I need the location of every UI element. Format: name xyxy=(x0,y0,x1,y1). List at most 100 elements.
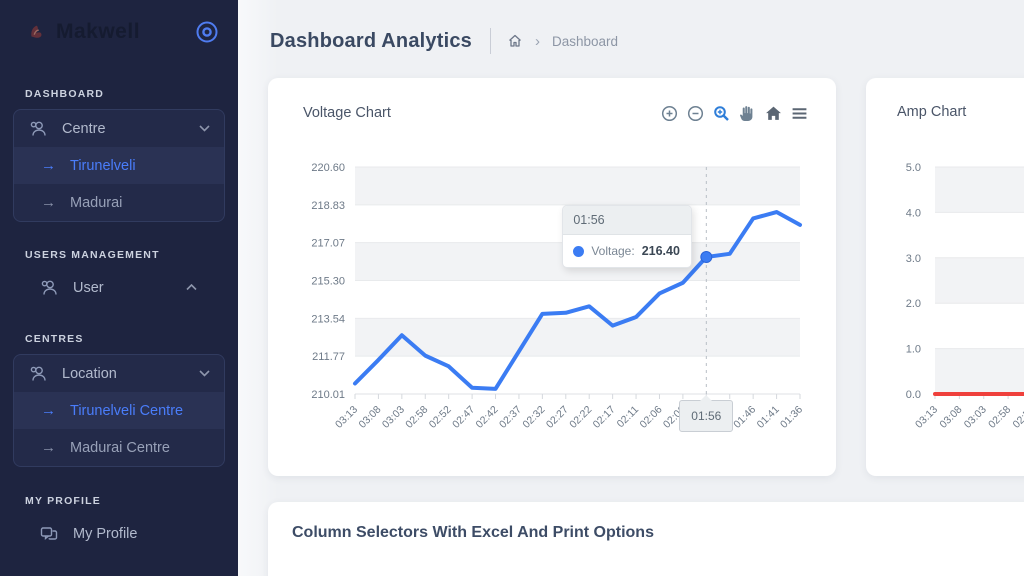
header-divider xyxy=(490,28,492,54)
nav-item-centre[interactable]: Centre xyxy=(14,110,224,147)
nav-item-label: Location xyxy=(62,365,117,382)
svg-text:03:13: 03:13 xyxy=(333,404,360,431)
svg-text:02:58: 02:58 xyxy=(403,404,430,431)
table-options-heading: Column Selectors With Excel And Print Op… xyxy=(292,524,654,541)
menu-icon[interactable] xyxy=(790,104,808,122)
breadcrumb-item-dashboard[interactable]: Dashboard xyxy=(552,33,619,49)
svg-text:5.0: 5.0 xyxy=(906,162,921,174)
svg-text:02:47: 02:47 xyxy=(450,404,477,431)
home-icon[interactable] xyxy=(507,33,523,49)
svg-text:217.07: 217.07 xyxy=(311,238,345,250)
breadcrumb-chevron-icon: › xyxy=(535,32,541,50)
svg-text:02:58: 02:58 xyxy=(986,404,1013,431)
svg-text:01:46: 01:46 xyxy=(731,404,758,431)
section-label-users-management: USERS MANAGEMENT xyxy=(25,249,160,261)
nav-item-tirunelveli[interactable]: → Tirunelveli xyxy=(14,147,224,184)
svg-text:02:06: 02:06 xyxy=(638,404,665,431)
arrow-right-icon: → xyxy=(41,402,56,419)
svg-text:02:42: 02:42 xyxy=(474,404,501,431)
nav-item-label: User xyxy=(73,279,104,296)
nav-item-tirunelveli-centre[interactable]: → Tirunelveli Centre xyxy=(14,392,224,429)
svg-text:211.77: 211.77 xyxy=(312,351,345,363)
logo-text: Makwell xyxy=(56,20,141,43)
target-icon xyxy=(196,21,218,43)
chart-toolbar xyxy=(660,104,808,122)
nav-item-my-profile[interactable]: My Profile xyxy=(13,515,225,552)
zoom-out-icon[interactable] xyxy=(686,104,704,122)
amp-chart-canvas[interactable]: 5.0 4.0 3.0 2.0 1.0 0.0 03:1303:0803:0302:5802… xyxy=(866,153,1024,463)
chat-bubbles-icon xyxy=(39,524,59,544)
breadcrumb: › Dashboard xyxy=(507,33,618,50)
svg-text:03:03: 03:03 xyxy=(962,404,989,431)
main-content: Dashboard Analytics › Dashboard Voltage … xyxy=(238,0,1024,576)
nav-item-madurai-centre[interactable]: → Madurai Centre xyxy=(14,429,224,466)
nav-item-madurai[interactable]: → Madurai xyxy=(14,184,224,221)
brand-icon xyxy=(26,22,46,42)
zoom-in-icon[interactable] xyxy=(660,104,678,122)
logo-link[interactable]: Makwell xyxy=(26,20,140,44)
amp-chart-card: Amp Chart 5.0 4.0 3.0 2.0 1.0 0.0 03:13 03:08 03… xyxy=(866,78,1024,476)
nav-item-label: Centre xyxy=(62,120,106,137)
nav-item-label: Tirunelveli Centre xyxy=(70,402,184,419)
svg-text:02:27: 02:27 xyxy=(544,404,571,431)
tooltip-time: 01:56 xyxy=(563,206,692,236)
svg-text:218.83: 218.83 xyxy=(311,200,345,212)
svg-text:03:08: 03:08 xyxy=(937,404,964,431)
svg-text:2.0: 2.0 xyxy=(906,298,921,310)
nav-item-location[interactable]: Location xyxy=(14,355,224,392)
svg-text:02:52: 02:52 xyxy=(1011,404,1024,431)
arrow-right-icon: → xyxy=(41,157,56,174)
svg-text:02:52: 02:52 xyxy=(427,404,454,431)
svg-text:01:36: 01:36 xyxy=(778,404,805,431)
nav-group-centre: Centre → Tirunelveli → Madurai xyxy=(13,109,225,222)
users-icon xyxy=(28,119,48,139)
svg-text:215.30: 215.30 xyxy=(311,276,345,288)
nav-item-user[interactable]: User xyxy=(13,269,225,306)
svg-text:3.0: 3.0 xyxy=(906,253,921,265)
home-reset-icon[interactable] xyxy=(764,104,782,122)
svg-text:03:08: 03:08 xyxy=(356,404,383,431)
svg-text:01:41: 01:41 xyxy=(755,404,782,431)
page-title: Dashboard Analytics xyxy=(270,29,473,52)
chevron-down-icon xyxy=(199,125,210,132)
voltage-chart-card: Voltage Chart 220.60 218.83 217.07 215.30 21… xyxy=(268,78,836,476)
chevron-up-icon xyxy=(186,284,197,291)
svg-text:220.60: 220.60 xyxy=(311,162,345,174)
chevron-down-icon xyxy=(199,370,210,377)
svg-text:210.01: 210.01 xyxy=(311,389,345,401)
svg-text:4.0: 4.0 xyxy=(906,207,921,219)
nav-item-label: Tirunelveli xyxy=(70,157,136,174)
tooltip-value: 216.40 xyxy=(641,244,680,259)
arrow-right-icon: → xyxy=(41,439,56,456)
amp-chart-title: Amp Chart xyxy=(897,104,967,120)
svg-text:213.54: 213.54 xyxy=(311,313,345,325)
svg-text:0.0: 0.0 xyxy=(906,389,921,401)
chart-tooltip: 01:56 Voltage: 216.40 xyxy=(562,205,693,269)
svg-text:02:22: 02:22 xyxy=(567,404,594,431)
selection-zoom-icon[interactable] xyxy=(712,104,730,122)
svg-text:1.0: 1.0 xyxy=(906,344,921,356)
section-label-my-profile: MY PROFILE xyxy=(25,495,101,507)
tooltip-series-label: Voltage: xyxy=(591,244,635,259)
users-icon xyxy=(39,278,59,298)
voltage-chart-canvas[interactable]: 220.60 218.83 217.07 215.30 213.54 211.77 210.… xyxy=(268,153,836,463)
nav-item-label: My Profile xyxy=(73,525,138,542)
sidebar-logo-bar: Makwell xyxy=(0,0,238,64)
section-label-centres: CENTRES xyxy=(25,333,84,345)
svg-text:02:17: 02:17 xyxy=(591,404,618,431)
sidebar: Makwell DASHBOARD Centre → Tirunelveli →… xyxy=(0,0,238,576)
svg-text:02:32: 02:32 xyxy=(520,404,547,431)
svg-text:02:37: 02:37 xyxy=(497,404,524,431)
sidebar-toggle-button[interactable] xyxy=(194,19,220,45)
arrow-right-icon: → xyxy=(41,194,56,211)
nav-item-label: Madurai xyxy=(70,194,123,211)
table-options-card: Column Selectors With Excel And Print Op… xyxy=(268,502,1024,576)
series-marker-dot xyxy=(573,245,585,257)
nav-group-location: Location → Tirunelveli Centre → Madurai … xyxy=(13,354,225,467)
section-label-dashboard: DASHBOARD xyxy=(25,88,105,100)
voltage-chart-title: Voltage Chart xyxy=(303,105,391,121)
nav-item-label: Madurai Centre xyxy=(70,439,170,456)
svg-text:02:11: 02:11 xyxy=(615,404,642,431)
pan-hand-icon[interactable] xyxy=(738,104,756,122)
svg-text:03:13: 03:13 xyxy=(913,404,940,431)
